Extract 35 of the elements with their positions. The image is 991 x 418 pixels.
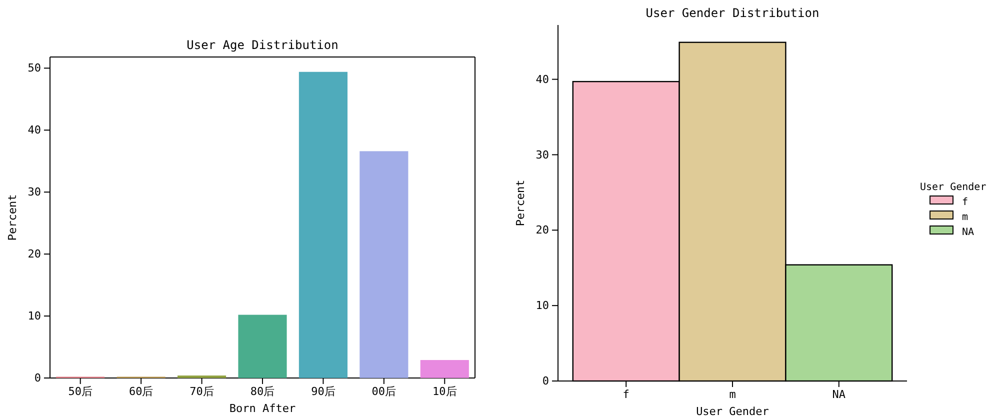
y-axis-title: Percent (514, 180, 527, 226)
x-tick-label: 00后 (372, 384, 396, 398)
bar (238, 314, 287, 378)
x-tick-label: f (622, 388, 630, 401)
y-tick-label: 30 (536, 148, 549, 162)
x-tick-label: 50后 (68, 384, 92, 398)
x-axis-title: User Gender (696, 405, 770, 418)
y-tick-label: 10 (28, 310, 41, 323)
x-tick-label: 60后 (128, 384, 154, 398)
legend-label: NA (962, 227, 974, 238)
legend-title: User Gender (920, 182, 986, 193)
x-tick-label: 70后 (190, 384, 214, 398)
x-tick-label: NA (832, 388, 846, 401)
bar (360, 151, 408, 378)
y-tick-label: 30 (28, 186, 41, 199)
y-tick-label: 20 (536, 224, 549, 237)
y-tick-label: 40 (536, 72, 549, 86)
chart-title: User Gender Distribution (646, 6, 820, 20)
bar (298, 72, 348, 378)
legend-label: m (962, 212, 968, 223)
y-tick-label: 40 (28, 124, 41, 137)
y-tick-label: 0 (542, 374, 549, 388)
x-tick-label: 80后 (250, 384, 275, 398)
x-axis-title: Born After (229, 402, 296, 415)
y-axis-title: Percent (6, 194, 19, 241)
x-tick-label: m (729, 388, 736, 401)
y-tick-label: 50 (28, 62, 41, 75)
x-tick-label: 90后 (311, 384, 336, 398)
y-tick-label: 10 (536, 299, 549, 312)
y-tick-label: 0 (34, 372, 41, 385)
legend-label: f (962, 197, 968, 208)
x-tick-label: 10后 (432, 384, 457, 398)
bar (420, 360, 469, 378)
y-tick-label: 20 (28, 248, 41, 261)
chart-title: User Age Distribution (186, 38, 338, 52)
